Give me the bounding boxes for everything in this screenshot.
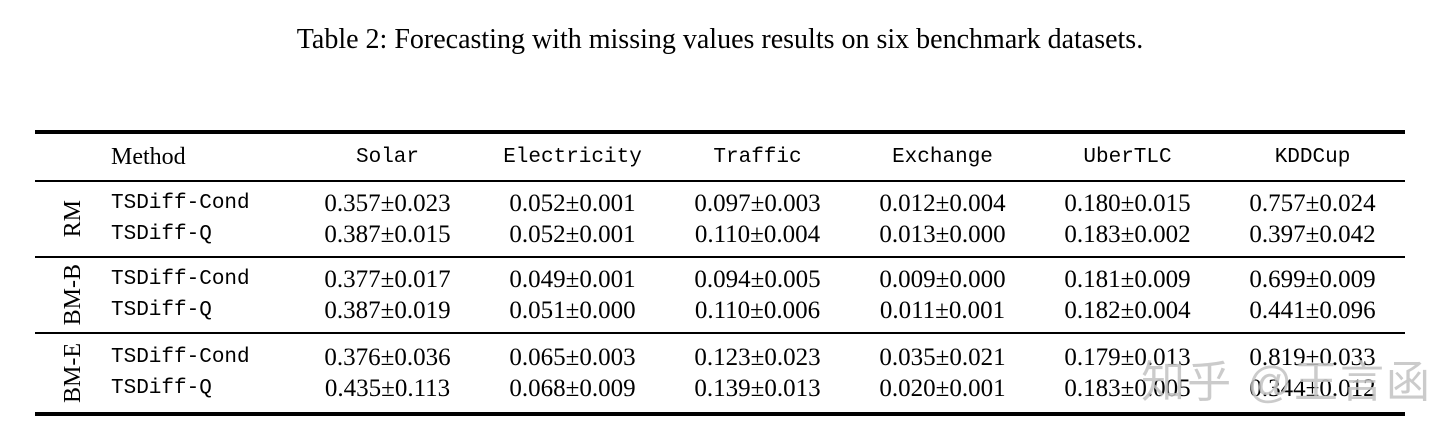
value-cell-traffic: 0.110±0.006	[694, 296, 821, 324]
header-cell-electricity: Electricity	[503, 145, 642, 169]
value-cell-exchange: 0.035±0.021	[879, 343, 1006, 371]
group-label-cell: RM	[35, 188, 111, 250]
value-cell-solar: 0.387±0.015	[324, 220, 451, 248]
group-label-cell: BM-E	[35, 342, 111, 404]
value-cell-kddcup: 0.441±0.096	[1249, 296, 1376, 324]
value-cell-solar: 0.387±0.019	[324, 296, 451, 324]
header-cell-kddcup: KDDCup	[1274, 145, 1351, 169]
value-cell-ubertlc: 0.179±0.013	[1064, 343, 1191, 371]
value-cell-exchange: 0.020±0.001	[879, 374, 1006, 402]
method-cell: TSDiff-Cond	[111, 346, 250, 369]
value-cell-electricity: 0.068±0.009	[509, 374, 636, 402]
table-header-row: Method Solar Electricity Traffic Exchang…	[35, 134, 1405, 180]
table-row: TSDiff-Q 0.435±0.113 0.068±0.009 0.139±0…	[111, 373, 1405, 404]
value-cell-exchange: 0.011±0.001	[879, 296, 1006, 324]
value-cell-traffic: 0.139±0.013	[694, 374, 821, 402]
method-cell: TSDiff-Cond	[111, 268, 250, 291]
table-row: TSDiff-Q 0.387±0.015 0.052±0.001 0.110±0…	[111, 219, 1405, 250]
value-cell-traffic: 0.110±0.004	[694, 220, 821, 248]
group-label-bm-b: BM-B	[59, 264, 86, 326]
top-rule	[35, 130, 1405, 134]
header-cell-solar: Solar	[355, 145, 419, 169]
value-cell-ubertlc: 0.183±0.002	[1064, 220, 1191, 248]
value-cell-kddcup: 0.757±0.024	[1249, 189, 1376, 217]
zhihu-watermark: 知乎 @王言函	[1141, 358, 1432, 407]
results-table: Method Solar Electricity Traffic Exchang…	[35, 130, 1405, 416]
value-cell-ubertlc: 0.180±0.015	[1064, 189, 1191, 217]
value-cell-ubertlc: 0.183±0.005	[1064, 374, 1191, 402]
method-cell: TSDiff-Cond	[111, 192, 250, 215]
header-rule	[35, 180, 1405, 182]
value-cell-electricity: 0.052±0.001	[509, 189, 636, 217]
header-cell-method: Method	[111, 143, 186, 170]
table-row: TSDiff-Cond 0.357±0.023 0.052±0.001 0.09…	[111, 188, 1405, 219]
value-cell-traffic: 0.094±0.005	[694, 265, 821, 293]
value-cell-traffic: 0.097±0.003	[694, 189, 821, 217]
value-cell-solar: 0.435±0.113	[324, 374, 451, 402]
group-bm-b: BM-B TSDiff-Cond 0.377±0.017 0.049±0.001…	[35, 258, 1405, 332]
value-cell-electricity: 0.065±0.003	[509, 343, 636, 371]
group-divider-rule	[35, 332, 1405, 334]
value-cell-solar: 0.377±0.017	[324, 265, 451, 293]
group-label-bm-e: BM-E	[59, 343, 86, 403]
method-cell: TSDiff-Q	[111, 377, 212, 400]
value-cell-electricity: 0.051±0.000	[509, 296, 636, 324]
value-cell-solar: 0.376±0.036	[324, 343, 451, 371]
value-cell-ubertlc: 0.182±0.004	[1064, 296, 1191, 324]
value-cell-kddcup: 0.344±0.012	[1249, 374, 1376, 402]
method-cell: TSDiff-Q	[111, 223, 212, 246]
value-cell-ubertlc: 0.181±0.009	[1064, 265, 1191, 293]
value-cell-kddcup: 0.819±0.033	[1249, 343, 1376, 371]
header-cell-traffic: Traffic	[713, 145, 802, 169]
method-cell: TSDiff-Q	[111, 299, 212, 322]
value-cell-kddcup: 0.397±0.042	[1249, 220, 1376, 248]
value-cell-exchange: 0.012±0.004	[879, 189, 1006, 217]
value-cell-exchange: 0.009±0.000	[879, 265, 1006, 293]
bottom-rule	[35, 412, 1405, 416]
group-label-rm: RM	[59, 200, 86, 238]
group-label-spacer	[35, 134, 111, 180]
value-cell-traffic: 0.123±0.023	[694, 343, 821, 371]
value-cell-electricity: 0.052±0.001	[509, 220, 636, 248]
header-cell-exchange: Exchange	[892, 145, 993, 169]
table-row: TSDiff-Q 0.387±0.019 0.051±0.000 0.110±0…	[111, 295, 1405, 326]
group-divider-rule	[35, 256, 1405, 258]
table-row: TSDiff-Cond 0.377±0.017 0.049±0.001 0.09…	[111, 264, 1405, 295]
page: { "page": { "background": "#ffffff", "te…	[0, 22, 1440, 443]
table-row: TSDiff-Cond 0.376±0.036 0.065±0.003 0.12…	[111, 342, 1405, 373]
table-caption: Table 2: Forecasting with missing values…	[296, 24, 1144, 55]
value-cell-kddcup: 0.699±0.009	[1249, 265, 1376, 293]
group-label-cell: BM-B	[35, 264, 111, 326]
value-cell-solar: 0.357±0.023	[324, 189, 451, 217]
group-rm: RM TSDiff-Cond 0.357±0.023 0.052±0.001 0…	[35, 182, 1405, 256]
value-cell-exchange: 0.013±0.000	[879, 220, 1006, 248]
group-bm-e: BM-E TSDiff-Cond 0.376±0.036 0.065±0.003…	[35, 334, 1405, 412]
header-cell-ubertlc: UberTLC	[1083, 145, 1172, 169]
value-cell-electricity: 0.049±0.001	[509, 265, 636, 293]
